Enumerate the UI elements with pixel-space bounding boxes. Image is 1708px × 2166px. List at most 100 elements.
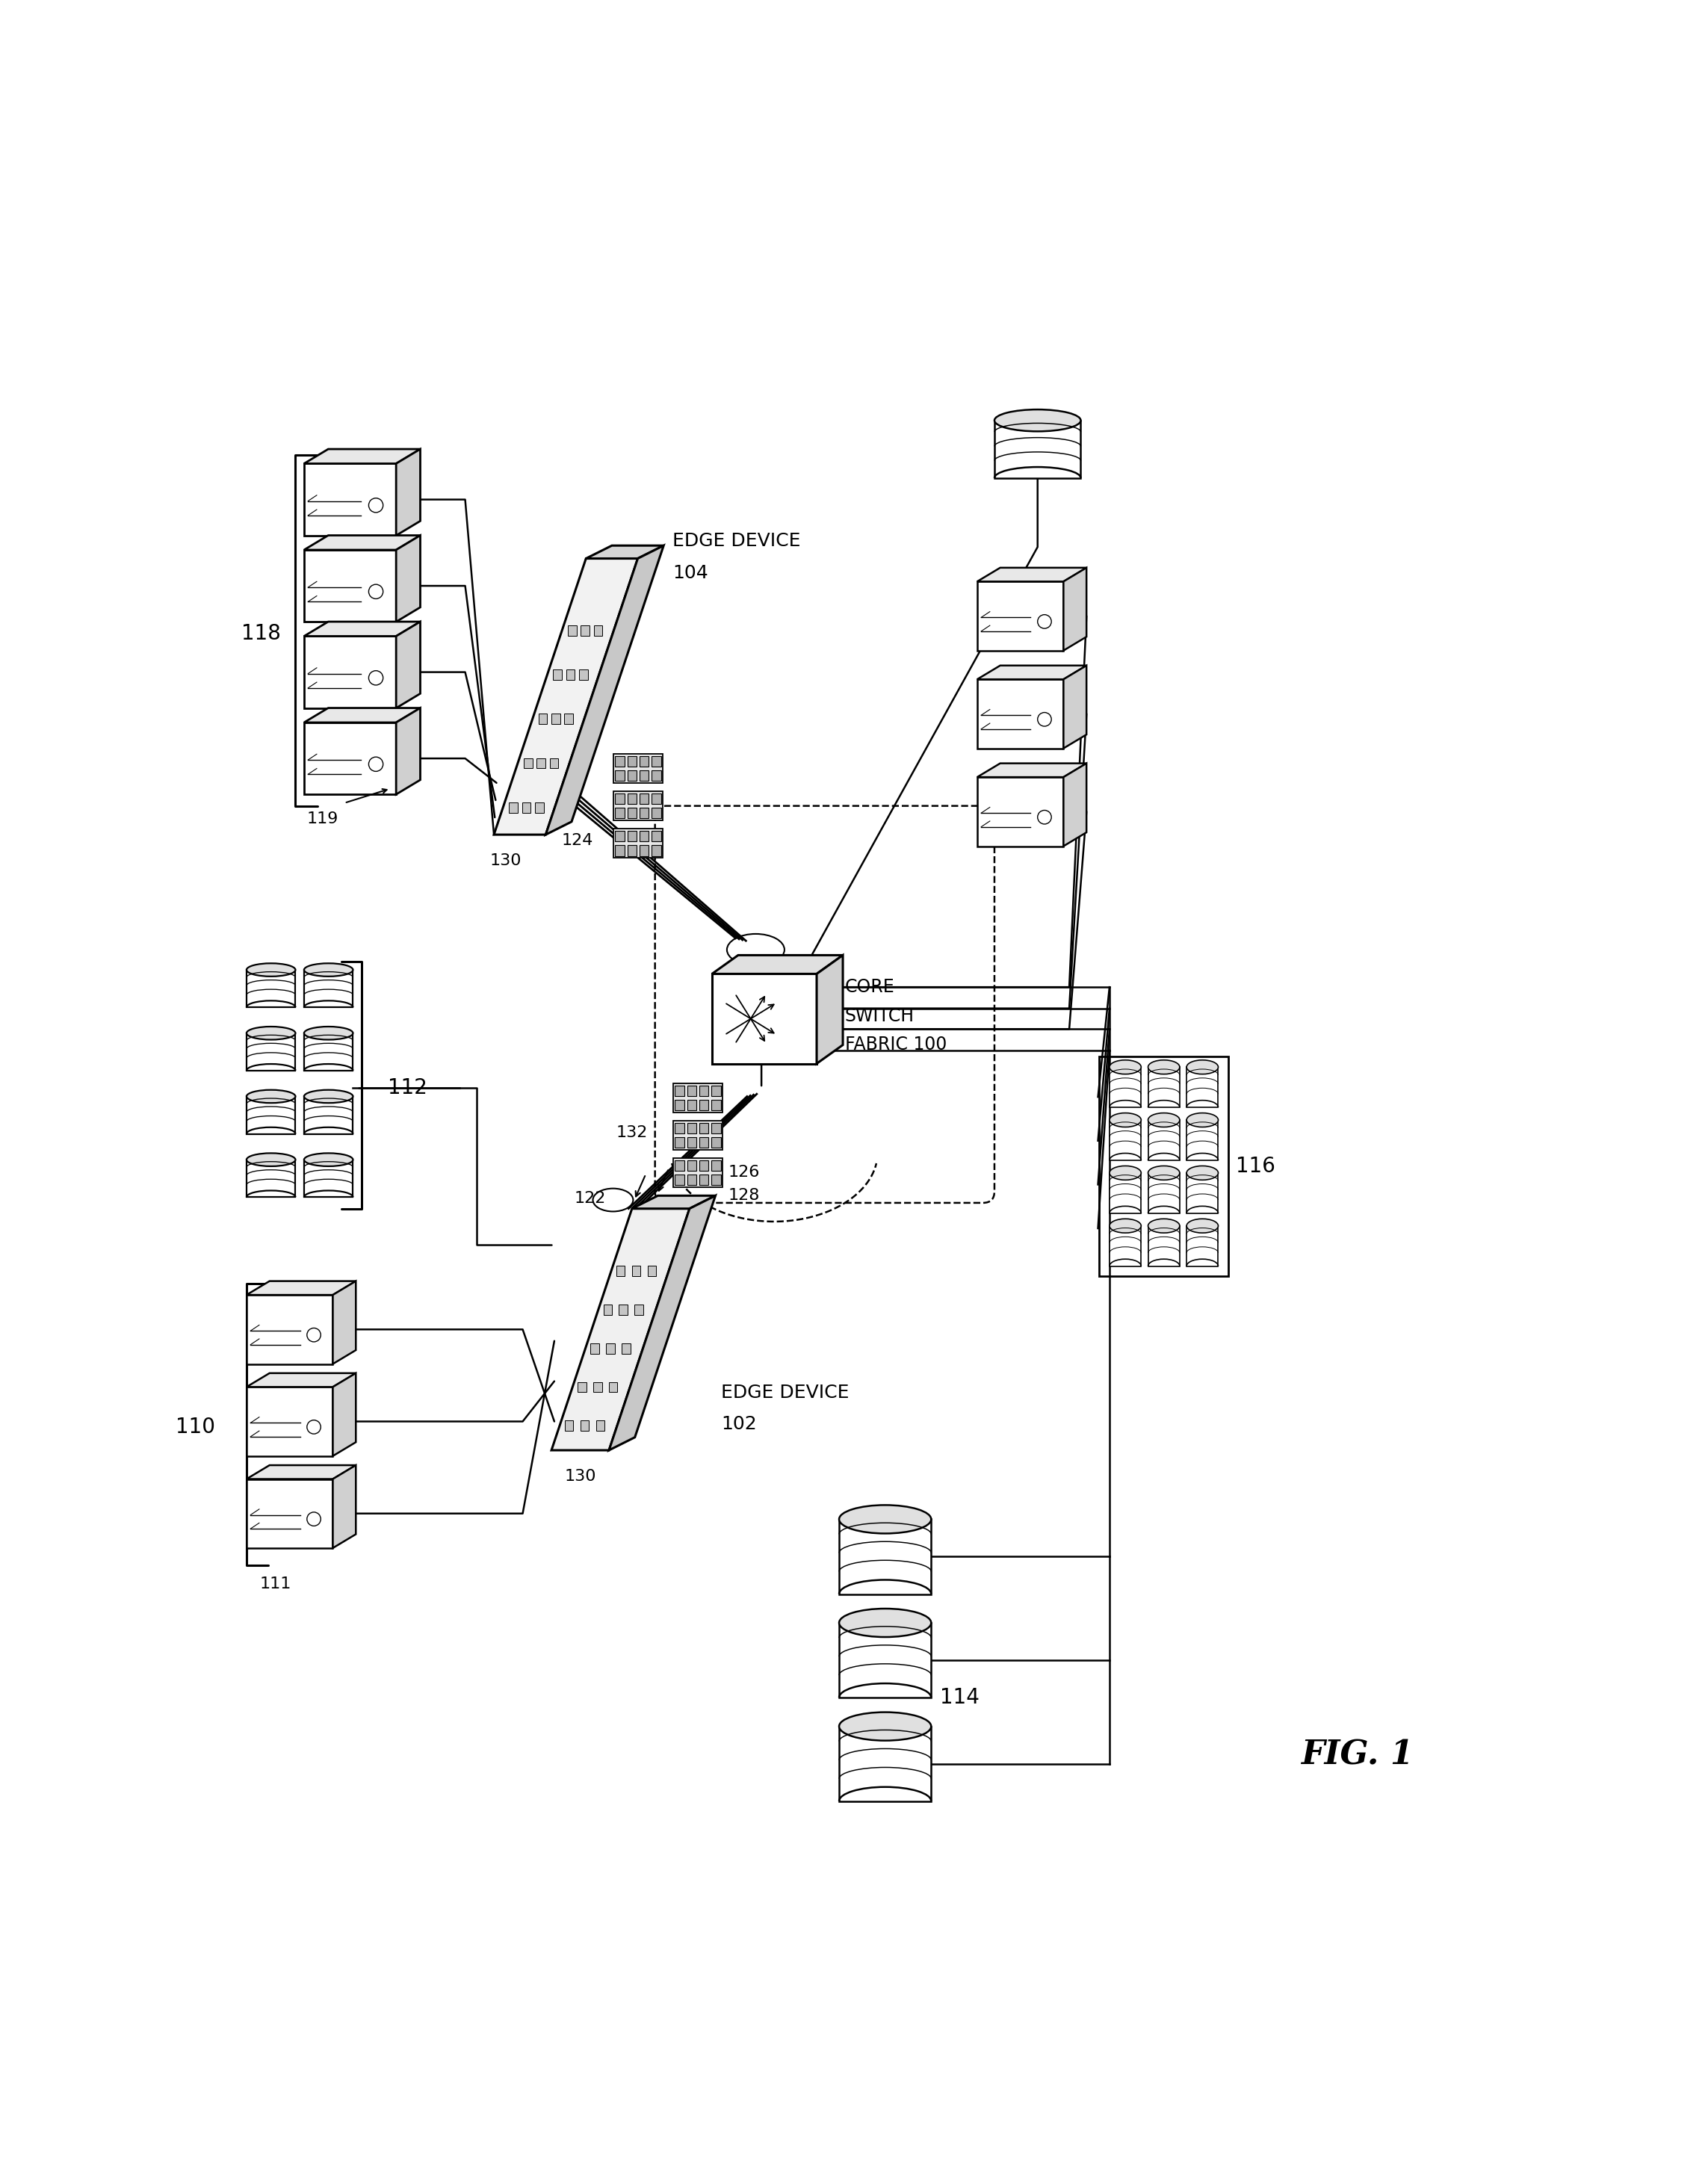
Bar	[687, 1085, 697, 1096]
Bar	[603, 1304, 611, 1315]
Text: FABRIC 100: FABRIC 100	[845, 1035, 946, 1053]
Bar	[523, 801, 531, 812]
Polygon shape	[977, 762, 1086, 778]
Polygon shape	[1110, 1068, 1141, 1107]
Ellipse shape	[304, 964, 354, 977]
Bar	[699, 1100, 709, 1111]
Ellipse shape	[839, 1609, 931, 1637]
Polygon shape	[1148, 1068, 1180, 1107]
Bar	[652, 845, 661, 856]
Bar	[675, 1174, 685, 1185]
Bar	[632, 1265, 640, 1276]
Polygon shape	[333, 1373, 355, 1456]
Polygon shape	[712, 955, 842, 975]
Bar	[565, 1421, 574, 1432]
Bar	[606, 1343, 615, 1354]
Ellipse shape	[1187, 1165, 1218, 1180]
Ellipse shape	[246, 1027, 295, 1040]
Polygon shape	[545, 546, 664, 834]
Polygon shape	[396, 535, 420, 622]
Text: 110: 110	[176, 1417, 215, 1438]
Polygon shape	[494, 559, 637, 834]
Ellipse shape	[246, 964, 295, 977]
Polygon shape	[246, 1033, 295, 1070]
Bar	[577, 1382, 586, 1393]
Polygon shape	[1064, 762, 1086, 847]
Polygon shape	[396, 622, 420, 708]
Polygon shape	[304, 723, 396, 795]
Bar	[639, 771, 649, 782]
Text: 130: 130	[490, 853, 521, 869]
Bar	[627, 832, 637, 840]
Text: 130: 130	[564, 1469, 596, 1484]
Bar	[699, 1137, 709, 1148]
Polygon shape	[304, 550, 396, 622]
Bar	[639, 756, 649, 767]
Bar	[615, 832, 625, 840]
Polygon shape	[333, 1280, 355, 1365]
Polygon shape	[1064, 567, 1086, 650]
Ellipse shape	[839, 1711, 931, 1741]
Polygon shape	[1148, 1174, 1180, 1213]
Polygon shape	[816, 955, 842, 1064]
Ellipse shape	[304, 1089, 354, 1102]
Ellipse shape	[1148, 1165, 1180, 1180]
Bar	[615, 793, 625, 804]
Bar	[699, 1174, 709, 1185]
Bar	[673, 1083, 722, 1111]
Polygon shape	[839, 1726, 931, 1802]
Polygon shape	[396, 708, 420, 795]
Polygon shape	[977, 680, 1064, 749]
Bar	[712, 1122, 721, 1133]
Polygon shape	[246, 1280, 355, 1295]
Bar	[593, 1382, 601, 1393]
Bar	[550, 758, 559, 769]
Polygon shape	[246, 1295, 333, 1365]
Bar	[608, 1382, 617, 1393]
Text: 104: 104	[673, 563, 707, 583]
Bar	[627, 808, 637, 819]
Ellipse shape	[1187, 1113, 1218, 1126]
Bar	[675, 1137, 685, 1148]
Polygon shape	[1110, 1120, 1141, 1161]
Text: 111: 111	[260, 1577, 290, 1592]
Bar	[596, 1421, 605, 1432]
Polygon shape	[304, 535, 420, 550]
Bar	[564, 715, 572, 723]
Bar	[553, 669, 562, 680]
Text: 112: 112	[388, 1077, 427, 1098]
Polygon shape	[1187, 1068, 1218, 1107]
Ellipse shape	[1148, 1059, 1180, 1074]
Text: CORE: CORE	[845, 979, 895, 996]
Ellipse shape	[304, 1152, 354, 1165]
Bar	[673, 1120, 722, 1150]
Bar	[652, 756, 661, 767]
Ellipse shape	[304, 1027, 354, 1040]
Polygon shape	[1110, 1226, 1141, 1267]
Bar	[579, 669, 588, 680]
Bar	[687, 1174, 697, 1185]
Polygon shape	[304, 464, 396, 535]
Bar	[615, 808, 625, 819]
Polygon shape	[246, 1479, 333, 1549]
Text: 126: 126	[728, 1165, 760, 1180]
Polygon shape	[246, 1386, 333, 1456]
Bar	[673, 1159, 722, 1187]
Ellipse shape	[1110, 1113, 1141, 1126]
Ellipse shape	[1187, 1059, 1218, 1074]
Ellipse shape	[1110, 1219, 1141, 1232]
Polygon shape	[1148, 1120, 1180, 1161]
Bar	[627, 756, 637, 767]
Bar	[635, 1304, 644, 1315]
Polygon shape	[586, 546, 664, 559]
Bar	[615, 771, 625, 782]
Bar	[594, 626, 603, 637]
Polygon shape	[246, 1159, 295, 1198]
Bar	[699, 1161, 709, 1172]
Bar	[675, 1100, 685, 1111]
Polygon shape	[304, 637, 396, 708]
Bar	[675, 1122, 685, 1133]
Polygon shape	[1187, 1226, 1218, 1267]
Text: 122: 122	[574, 1191, 606, 1206]
Polygon shape	[396, 448, 420, 535]
